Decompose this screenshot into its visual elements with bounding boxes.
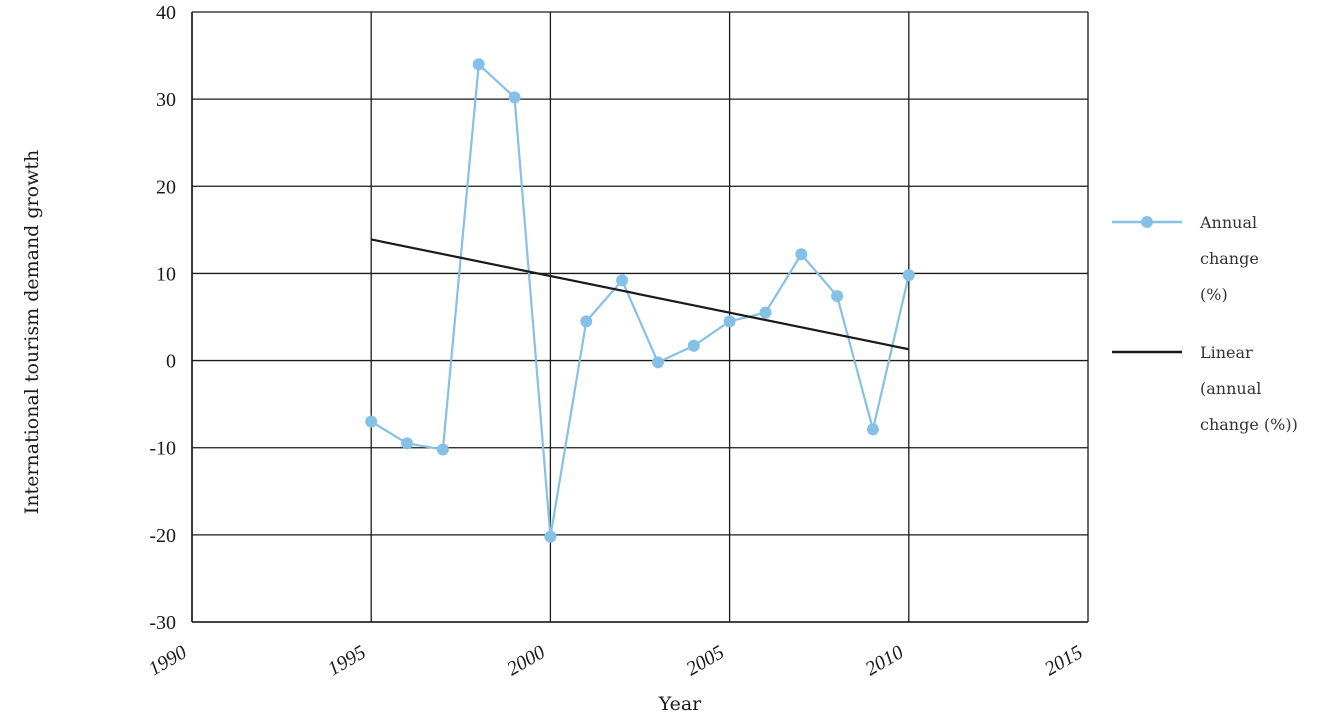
- y-tick-label: -10: [149, 438, 176, 460]
- data-point: [687, 339, 700, 352]
- legend: Annual change (%) Linear (annual change (%)): [1112, 213, 1298, 434]
- legend-label: change: [1200, 249, 1259, 268]
- legend-label: (annual: [1200, 379, 1261, 398]
- data-point: [544, 530, 557, 543]
- x-tick-label: 2015: [1041, 641, 1087, 680]
- y-tick-label: 40: [156, 2, 176, 24]
- series-line-1: [370, 238, 910, 351]
- data-point: [795, 248, 808, 261]
- y-axis-title: International tourism demand growth: [21, 150, 43, 514]
- y-tick-label: 10: [156, 263, 176, 285]
- data-point: [759, 306, 772, 319]
- legend-label: (%): [1200, 285, 1228, 304]
- x-tick-label: 1995: [324, 641, 370, 680]
- x-tick-label: 2000: [503, 641, 549, 680]
- y-tick-label: -30: [149, 612, 176, 634]
- x-tick-label: 2010: [862, 641, 908, 680]
- x-tick-label: 2005: [682, 641, 728, 680]
- y-tick-label: -20: [149, 525, 176, 547]
- y-tick-label: 0: [166, 351, 176, 373]
- x-tick-label: 1990: [145, 641, 191, 680]
- data-point: [401, 437, 414, 450]
- data-point: [723, 315, 736, 328]
- data-point: [472, 58, 485, 71]
- data-point: [651, 356, 664, 369]
- legend-swatch-marker: [1141, 216, 1153, 228]
- data-point: [616, 274, 629, 287]
- data-point: [436, 443, 449, 456]
- data-point: [831, 290, 844, 303]
- legend-label: change (%)): [1200, 415, 1298, 434]
- y-tick-label: 20: [156, 176, 176, 198]
- series-line-0: [370, 61, 910, 537]
- y-tick-labels: -30 -20 -10 0 10 20 30 40: [149, 2, 176, 634]
- y-tick-label: 30: [156, 89, 176, 111]
- data-point: [508, 91, 521, 104]
- series-group: [365, 58, 915, 543]
- x-tick-labels: 1990 1995 2000 2005 2010 2015: [145, 641, 1087, 680]
- plot-frame: [191, 12, 1088, 623]
- data-point: [365, 415, 378, 428]
- x-axis-title: Year: [658, 693, 702, 715]
- legend-label: Linear: [1200, 343, 1253, 362]
- gridlines: [191, 11, 1089, 623]
- legend-label: Annual: [1199, 213, 1257, 232]
- data-point: [580, 315, 593, 328]
- data-point: [902, 269, 915, 282]
- data-point: [866, 423, 879, 436]
